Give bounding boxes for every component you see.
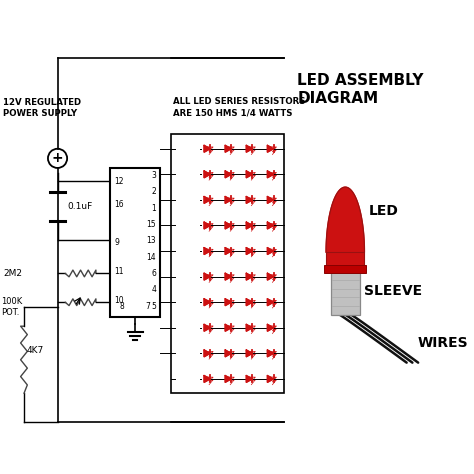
Polygon shape xyxy=(225,299,231,306)
Polygon shape xyxy=(225,273,231,280)
Text: 0.1uF: 0.1uF xyxy=(67,202,92,211)
Text: ALL LED SERIES RESISTORS
ARE 150 HMS 1/4 WATTS: ALL LED SERIES RESISTORS ARE 150 HMS 1/4… xyxy=(173,97,305,117)
Text: 1: 1 xyxy=(152,204,156,213)
Polygon shape xyxy=(225,196,231,203)
Polygon shape xyxy=(204,350,210,357)
Polygon shape xyxy=(204,324,210,331)
Text: 8: 8 xyxy=(120,302,125,311)
Polygon shape xyxy=(267,196,273,203)
Bar xyxy=(324,265,366,273)
Bar xyxy=(171,135,284,393)
Polygon shape xyxy=(225,324,231,331)
Text: 13: 13 xyxy=(146,237,156,246)
Bar xyxy=(326,252,365,272)
Bar xyxy=(110,168,160,317)
Text: LED ASSEMBLY
DIAGRAM: LED ASSEMBLY DIAGRAM xyxy=(297,73,424,106)
Polygon shape xyxy=(246,146,253,152)
Polygon shape xyxy=(204,196,210,203)
Polygon shape xyxy=(267,299,273,306)
Polygon shape xyxy=(204,171,210,178)
Polygon shape xyxy=(267,146,273,152)
Text: 100K
POT.: 100K POT. xyxy=(1,297,22,317)
Polygon shape xyxy=(246,350,253,357)
Polygon shape xyxy=(246,324,253,331)
Polygon shape xyxy=(326,187,365,252)
Polygon shape xyxy=(204,247,210,255)
Text: 4: 4 xyxy=(152,285,156,294)
Polygon shape xyxy=(246,247,253,255)
Polygon shape xyxy=(225,350,231,357)
Polygon shape xyxy=(267,350,273,357)
Polygon shape xyxy=(204,375,210,383)
Polygon shape xyxy=(267,222,273,229)
Polygon shape xyxy=(225,171,231,178)
Polygon shape xyxy=(204,146,210,152)
Polygon shape xyxy=(225,146,231,152)
Text: 16: 16 xyxy=(114,200,124,209)
Text: 15: 15 xyxy=(146,220,156,229)
Polygon shape xyxy=(267,247,273,255)
Text: 6: 6 xyxy=(152,269,156,278)
Text: 2: 2 xyxy=(152,187,156,196)
Polygon shape xyxy=(246,171,253,178)
Polygon shape xyxy=(225,375,231,383)
Text: 14: 14 xyxy=(146,253,156,262)
Polygon shape xyxy=(267,171,273,178)
Polygon shape xyxy=(267,324,273,331)
Text: SLEEVE: SLEEVE xyxy=(365,284,422,298)
Polygon shape xyxy=(267,375,273,383)
Text: 4K7: 4K7 xyxy=(27,346,44,355)
Bar xyxy=(331,272,360,315)
Text: +: + xyxy=(52,151,64,165)
Polygon shape xyxy=(246,273,253,280)
Polygon shape xyxy=(204,222,210,229)
Polygon shape xyxy=(267,273,273,280)
Polygon shape xyxy=(225,222,231,229)
Polygon shape xyxy=(225,247,231,255)
Polygon shape xyxy=(204,299,210,306)
Text: 7: 7 xyxy=(146,302,151,311)
Text: 2M2: 2M2 xyxy=(3,269,22,278)
Text: 5: 5 xyxy=(152,301,156,310)
Polygon shape xyxy=(246,196,253,203)
Text: 9: 9 xyxy=(114,238,119,247)
Text: 3: 3 xyxy=(152,171,156,180)
Text: 11: 11 xyxy=(114,267,124,276)
Polygon shape xyxy=(246,222,253,229)
Text: 12V REGULATED
POWER SUPPLY: 12V REGULATED POWER SUPPLY xyxy=(3,98,81,118)
Polygon shape xyxy=(204,273,210,280)
Text: 12: 12 xyxy=(114,177,124,186)
Polygon shape xyxy=(246,375,253,383)
Polygon shape xyxy=(246,299,253,306)
Text: WIRES: WIRES xyxy=(417,337,468,350)
Text: 10: 10 xyxy=(114,296,124,305)
Text: LED: LED xyxy=(369,204,399,218)
